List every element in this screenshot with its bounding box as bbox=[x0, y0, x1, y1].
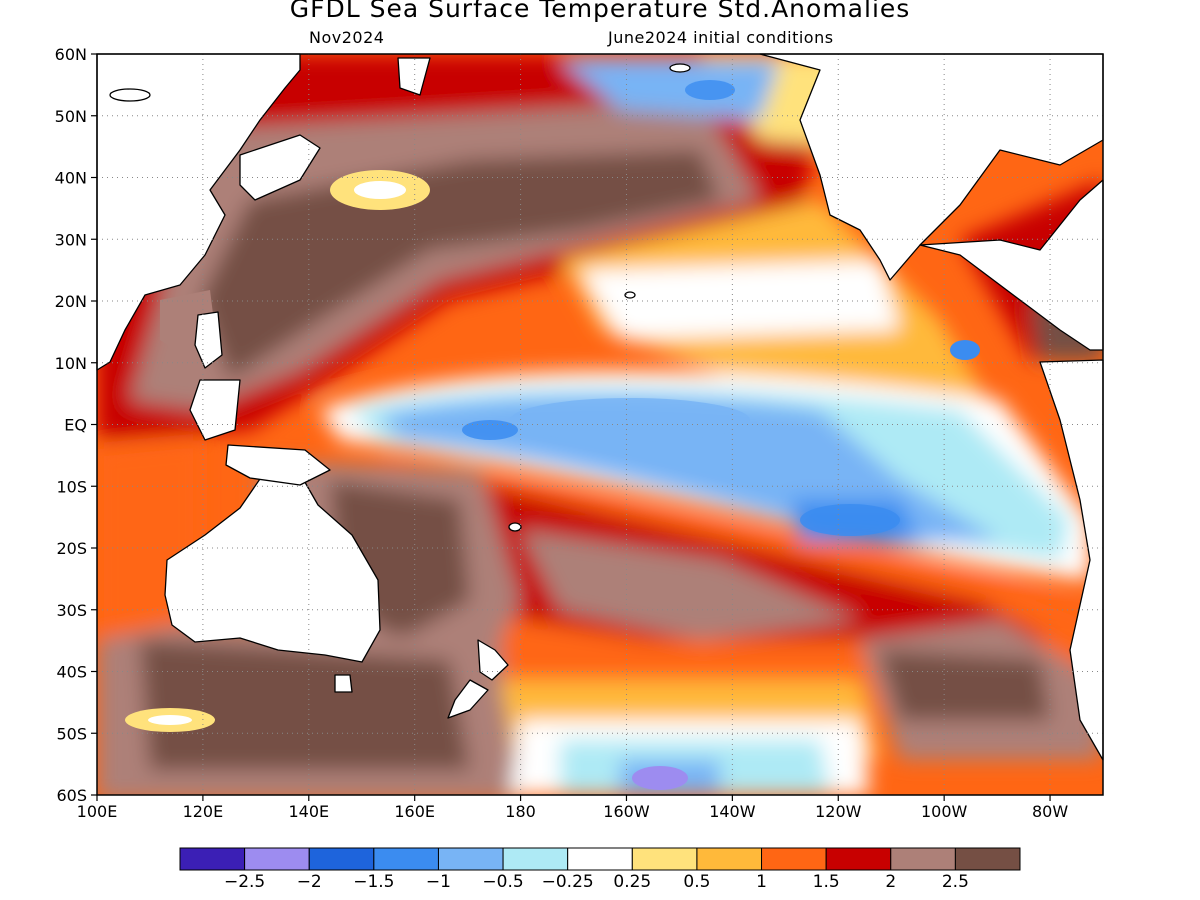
colorbar-swatch bbox=[308, 847, 375, 871]
colorbar-swatch bbox=[179, 847, 246, 871]
colorbar-label: 1.5 bbox=[813, 872, 840, 892]
lat-tick-label: 60S bbox=[56, 786, 87, 805]
map-title: GFDL Sea Surface Temperature Std.Anomali… bbox=[289, 0, 911, 23]
lon-tick-label: 120W bbox=[815, 802, 862, 821]
colorbar-swatch bbox=[825, 847, 892, 871]
lat-tick-label: 20S bbox=[56, 539, 87, 558]
lat-tick-label: 40N bbox=[55, 169, 87, 188]
colorbar-label: −1.5 bbox=[353, 872, 394, 892]
axis-ticks: 60N50N40N30N20N10NEQ10S20S30S40S50S60S10… bbox=[55, 45, 1069, 821]
colorbar-label: 2 bbox=[885, 872, 896, 892]
lat-tick-label: 60N bbox=[55, 45, 87, 64]
colorbar-label: −0.5 bbox=[482, 872, 523, 892]
lon-tick-label: 160W bbox=[603, 802, 650, 821]
colorbar-swatch bbox=[567, 847, 633, 871]
colorbar-swatch bbox=[373, 847, 439, 871]
colorbar-label: 0.5 bbox=[683, 872, 710, 892]
colorbar-swatch bbox=[502, 847, 569, 871]
colorbar-label: −1 bbox=[426, 872, 451, 892]
colorbar-label: −2 bbox=[297, 872, 322, 892]
lat-tick-label: EQ bbox=[64, 416, 87, 435]
graticule bbox=[97, 54, 1103, 795]
colorbar-label: 0.25 bbox=[613, 872, 651, 892]
lat-tick-label: 30S bbox=[56, 601, 87, 620]
lon-tick-label: 160E bbox=[394, 802, 435, 821]
lat-tick-label: 50S bbox=[56, 724, 87, 743]
lon-tick-label: 140E bbox=[288, 802, 329, 821]
colorbar-swatch bbox=[244, 847, 310, 871]
lat-tick-label: 30N bbox=[55, 230, 87, 249]
colorbar-label: 2.5 bbox=[942, 872, 969, 892]
colorbar-swatch bbox=[696, 847, 763, 871]
colorbar-swatch bbox=[437, 847, 504, 871]
lon-tick-label: 180 bbox=[505, 802, 536, 821]
colorbar-swatch bbox=[631, 847, 698, 871]
colorbar-label: −0.25 bbox=[542, 872, 594, 892]
colorbar-label: 1 bbox=[756, 872, 767, 892]
colorbar-swatch bbox=[761, 847, 827, 871]
lon-tick-label: 100W bbox=[921, 802, 968, 821]
initial-conditions-label: June2024 initial conditions bbox=[608, 28, 834, 47]
lat-tick-label: 10S bbox=[56, 477, 87, 496]
lon-tick-label: 100E bbox=[77, 802, 118, 821]
lat-tick-label: 40S bbox=[56, 663, 87, 682]
colorbar-swatch bbox=[954, 847, 1021, 871]
lon-tick-label: 120E bbox=[183, 802, 224, 821]
lon-tick-label: 140W bbox=[709, 802, 756, 821]
coastlines bbox=[96, 53, 1104, 761]
lat-tick-label: 50N bbox=[55, 107, 87, 126]
colorbar-swatch bbox=[890, 847, 956, 871]
colorbar-label: −2.5 bbox=[224, 872, 265, 892]
lat-tick-label: 20N bbox=[55, 292, 87, 311]
lat-tick-label: 10N bbox=[55, 354, 87, 373]
lon-tick-label: 80W bbox=[1032, 802, 1068, 821]
forecast-month: Nov2024 bbox=[309, 28, 385, 47]
colorbar: −2.5 −2 −1.5 −1 −0.5 −0.25 0.25 0.5 1 1.5 2 2.5 bbox=[179, 847, 1021, 892]
